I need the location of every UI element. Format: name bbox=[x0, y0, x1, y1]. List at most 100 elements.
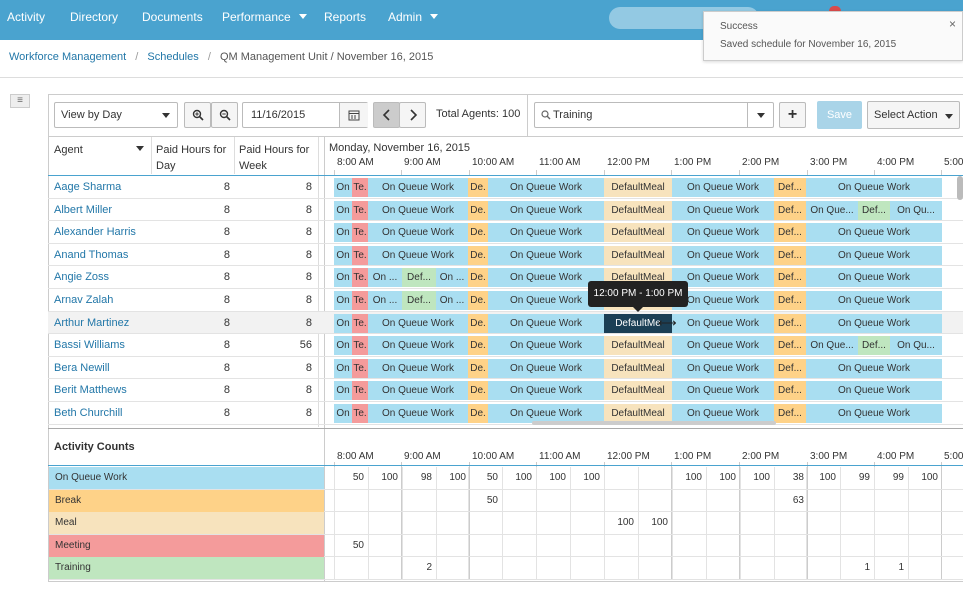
schedule-segment[interactable]: DefaultMeal bbox=[604, 358, 672, 378]
close-icon[interactable]: × bbox=[949, 17, 957, 31]
nav-activity[interactable]: Activity bbox=[7, 10, 46, 24]
schedule-segment[interactable]: DefaultMeal bbox=[604, 200, 672, 220]
schedule-segment[interactable]: De. bbox=[468, 404, 488, 423]
agent-row[interactable]: Anand Thomas 8 8 On Te. On Queue Work De. On Qu… bbox=[48, 244, 963, 267]
schedule-segment[interactable]: On Queue Work bbox=[672, 268, 774, 288]
view-select[interactable]: View by Day bbox=[54, 102, 178, 128]
schedule-segment[interactable]: On ... bbox=[436, 268, 468, 288]
schedule-segment[interactable]: On Queue Work bbox=[672, 381, 774, 401]
schedule-segment[interactable]: Def... bbox=[774, 291, 806, 310]
schedule-segment[interactable]: On Queue Work bbox=[488, 223, 604, 243]
schedule-segment[interactable]: Def... bbox=[774, 223, 806, 243]
agent-row[interactable]: Alexander Harris 8 8 On Te. On Queue Work De. O… bbox=[48, 221, 963, 244]
schedule-segment[interactable]: On Queue Work bbox=[806, 358, 942, 378]
schedule-segment[interactable]: On Queue Work bbox=[672, 223, 774, 243]
schedule-segment[interactable]: On Queue Work bbox=[488, 313, 604, 333]
schedule-segment[interactable]: On Queue Work bbox=[368, 358, 468, 378]
calendar-button[interactable] bbox=[339, 103, 368, 127]
schedule-segment[interactable]: Te. bbox=[352, 336, 368, 356]
schedule-segment[interactable]: On Queue Work bbox=[672, 358, 774, 378]
agent-name[interactable]: Bassi Williams bbox=[54, 339, 125, 352]
schedule-segment[interactable]: On Queue Work bbox=[488, 291, 604, 310]
add-button[interactable]: + bbox=[779, 102, 806, 128]
schedule-segment[interactable]: De. bbox=[468, 358, 488, 378]
schedule-segment[interactable]: On bbox=[334, 178, 352, 197]
schedule-segment[interactable]: On bbox=[334, 291, 352, 310]
schedule-segment[interactable]: Def... bbox=[858, 336, 890, 356]
schedule-segment[interactable]: On Queue Work bbox=[488, 200, 604, 220]
schedule-segment[interactable]: Def... bbox=[774, 200, 806, 220]
schedule-segment[interactable]: On bbox=[334, 336, 352, 356]
schedule-segment[interactable]: On Queue Work bbox=[368, 381, 468, 401]
agent-row[interactable]: Angie Zoss 8 8 On Te. On ... Def... On ... De. On… bbox=[48, 266, 963, 289]
schedule-segment[interactable]: De. bbox=[468, 313, 488, 333]
schedule-segment[interactable]: On Queue Work bbox=[672, 178, 774, 197]
schedule-segment[interactable]: On Queue Work bbox=[806, 291, 942, 310]
schedule-segment[interactable]: On Que... bbox=[806, 336, 858, 356]
agent-column-header[interactable]: Agent bbox=[54, 144, 83, 156]
agent-row[interactable]: Aage Sharma 8 8 On Te. On Queue Work De. On Que… bbox=[48, 176, 963, 199]
schedule-segment[interactable]: Def... bbox=[774, 245, 806, 265]
schedule-segment[interactable]: Def... bbox=[774, 313, 806, 333]
schedule-segment[interactable]: Def... bbox=[774, 336, 806, 356]
schedule-segment[interactable]: Def... bbox=[858, 200, 890, 220]
filter-dropdown-button[interactable] bbox=[747, 103, 774, 127]
schedule-segment[interactable]: On Queue Work bbox=[806, 381, 942, 401]
sidebar-toggle-icon[interactable]: ≡ bbox=[10, 94, 30, 108]
zoom-out-button[interactable] bbox=[211, 102, 238, 128]
schedule-segment[interactable]: On Queue Work bbox=[368, 200, 468, 220]
schedule-segment[interactable]: On ... bbox=[368, 268, 402, 288]
nav-performance[interactable]: Performance bbox=[222, 0, 307, 36]
schedule-segment[interactable]: On Queue Work bbox=[488, 381, 604, 401]
schedule-segment[interactable]: On Queue Work bbox=[368, 223, 468, 243]
schedule-segment[interactable]: On Queue Work bbox=[488, 178, 604, 197]
agent-name[interactable]: Aage Sharma bbox=[54, 181, 122, 193]
schedule-segment[interactable]: On Queue Work bbox=[672, 200, 774, 220]
schedule-segment[interactable]: On bbox=[334, 245, 352, 265]
schedule-segment[interactable]: On bbox=[334, 381, 352, 401]
agent-name[interactable]: Beth Churchill bbox=[54, 407, 123, 419]
schedule-segment[interactable]: De. bbox=[468, 268, 488, 288]
agent-name[interactable]: Arthur Martinez bbox=[54, 316, 130, 329]
schedule-segment[interactable]: Te. bbox=[352, 178, 368, 197]
schedule-segment[interactable]: Te. bbox=[352, 245, 368, 265]
date-input[interactable]: 11/16/2015 bbox=[242, 102, 368, 128]
schedule-segment[interactable]: DefaultMeal bbox=[604, 245, 672, 265]
agent-row[interactable]: Beth Churchill 8 8 On Te. On Queue Work De. On … bbox=[48, 402, 963, 425]
schedule-segment[interactable]: On Queue Work bbox=[488, 245, 604, 265]
agent-name[interactable]: Berit Matthews bbox=[54, 384, 127, 397]
schedule-segment[interactable]: On bbox=[334, 404, 352, 423]
schedule-segment[interactable]: Def... bbox=[402, 291, 436, 310]
schedule-segment[interactable]: On Queue Work bbox=[806, 313, 942, 333]
schedule-segment[interactable]: On Queue Work bbox=[806, 178, 942, 197]
schedule-segment[interactable]: De. bbox=[468, 336, 488, 356]
schedule-segment[interactable]: On Queue Work bbox=[672, 404, 774, 423]
schedule-segment[interactable]: Te. bbox=[352, 200, 368, 220]
agent-row[interactable]: Arnav Zalah 8 8 On Te. On ... Def... On ... De. O… bbox=[48, 289, 963, 312]
schedule-segment[interactable]: On Queue Work bbox=[672, 313, 774, 333]
schedule-segment[interactable]: Def... bbox=[774, 178, 806, 197]
agent-row[interactable]: Albert Miller 8 8 On Te. On Queue Work De. On Q… bbox=[48, 199, 963, 222]
schedule-segment[interactable]: Def... bbox=[774, 381, 806, 401]
schedule-segment[interactable]: DefaultMeal bbox=[604, 178, 672, 197]
schedule-segment[interactable]: On Queue Work bbox=[368, 245, 468, 265]
schedule-segment[interactable]: On bbox=[334, 358, 352, 378]
schedule-segment[interactable]: Def... bbox=[774, 268, 806, 288]
horizontal-scrollbar[interactable] bbox=[532, 421, 776, 425]
next-day-button[interactable] bbox=[399, 102, 426, 128]
agent-name[interactable]: Arnav Zalah bbox=[54, 294, 114, 306]
zoom-in-button[interactable] bbox=[184, 102, 211, 128]
schedule-segment[interactable]: On Queue Work bbox=[672, 336, 774, 356]
schedule-segment[interactable]: On Queue Work bbox=[488, 268, 604, 288]
vertical-scrollbar[interactable] bbox=[957, 176, 963, 200]
schedule-segment[interactable]: On Qu... bbox=[890, 200, 942, 220]
select-action-button[interactable]: Select Action bbox=[867, 101, 960, 129]
agent-name[interactable]: Anand Thomas bbox=[54, 248, 129, 261]
nav-directory[interactable]: Directory bbox=[70, 10, 119, 24]
schedule-segment[interactable]: DefaultMe bbox=[604, 313, 672, 333]
schedule-segment[interactable]: On Queue Work bbox=[672, 291, 774, 310]
schedule-segment[interactable]: On Queue Work bbox=[806, 245, 942, 265]
agent-row[interactable]: Arthur Martinez 8 8 On Te. On Queue Work De. On… bbox=[48, 311, 963, 335]
schedule-segment[interactable]: On Queue Work bbox=[806, 404, 942, 423]
activity-filter-select[interactable]: Training bbox=[534, 102, 774, 128]
